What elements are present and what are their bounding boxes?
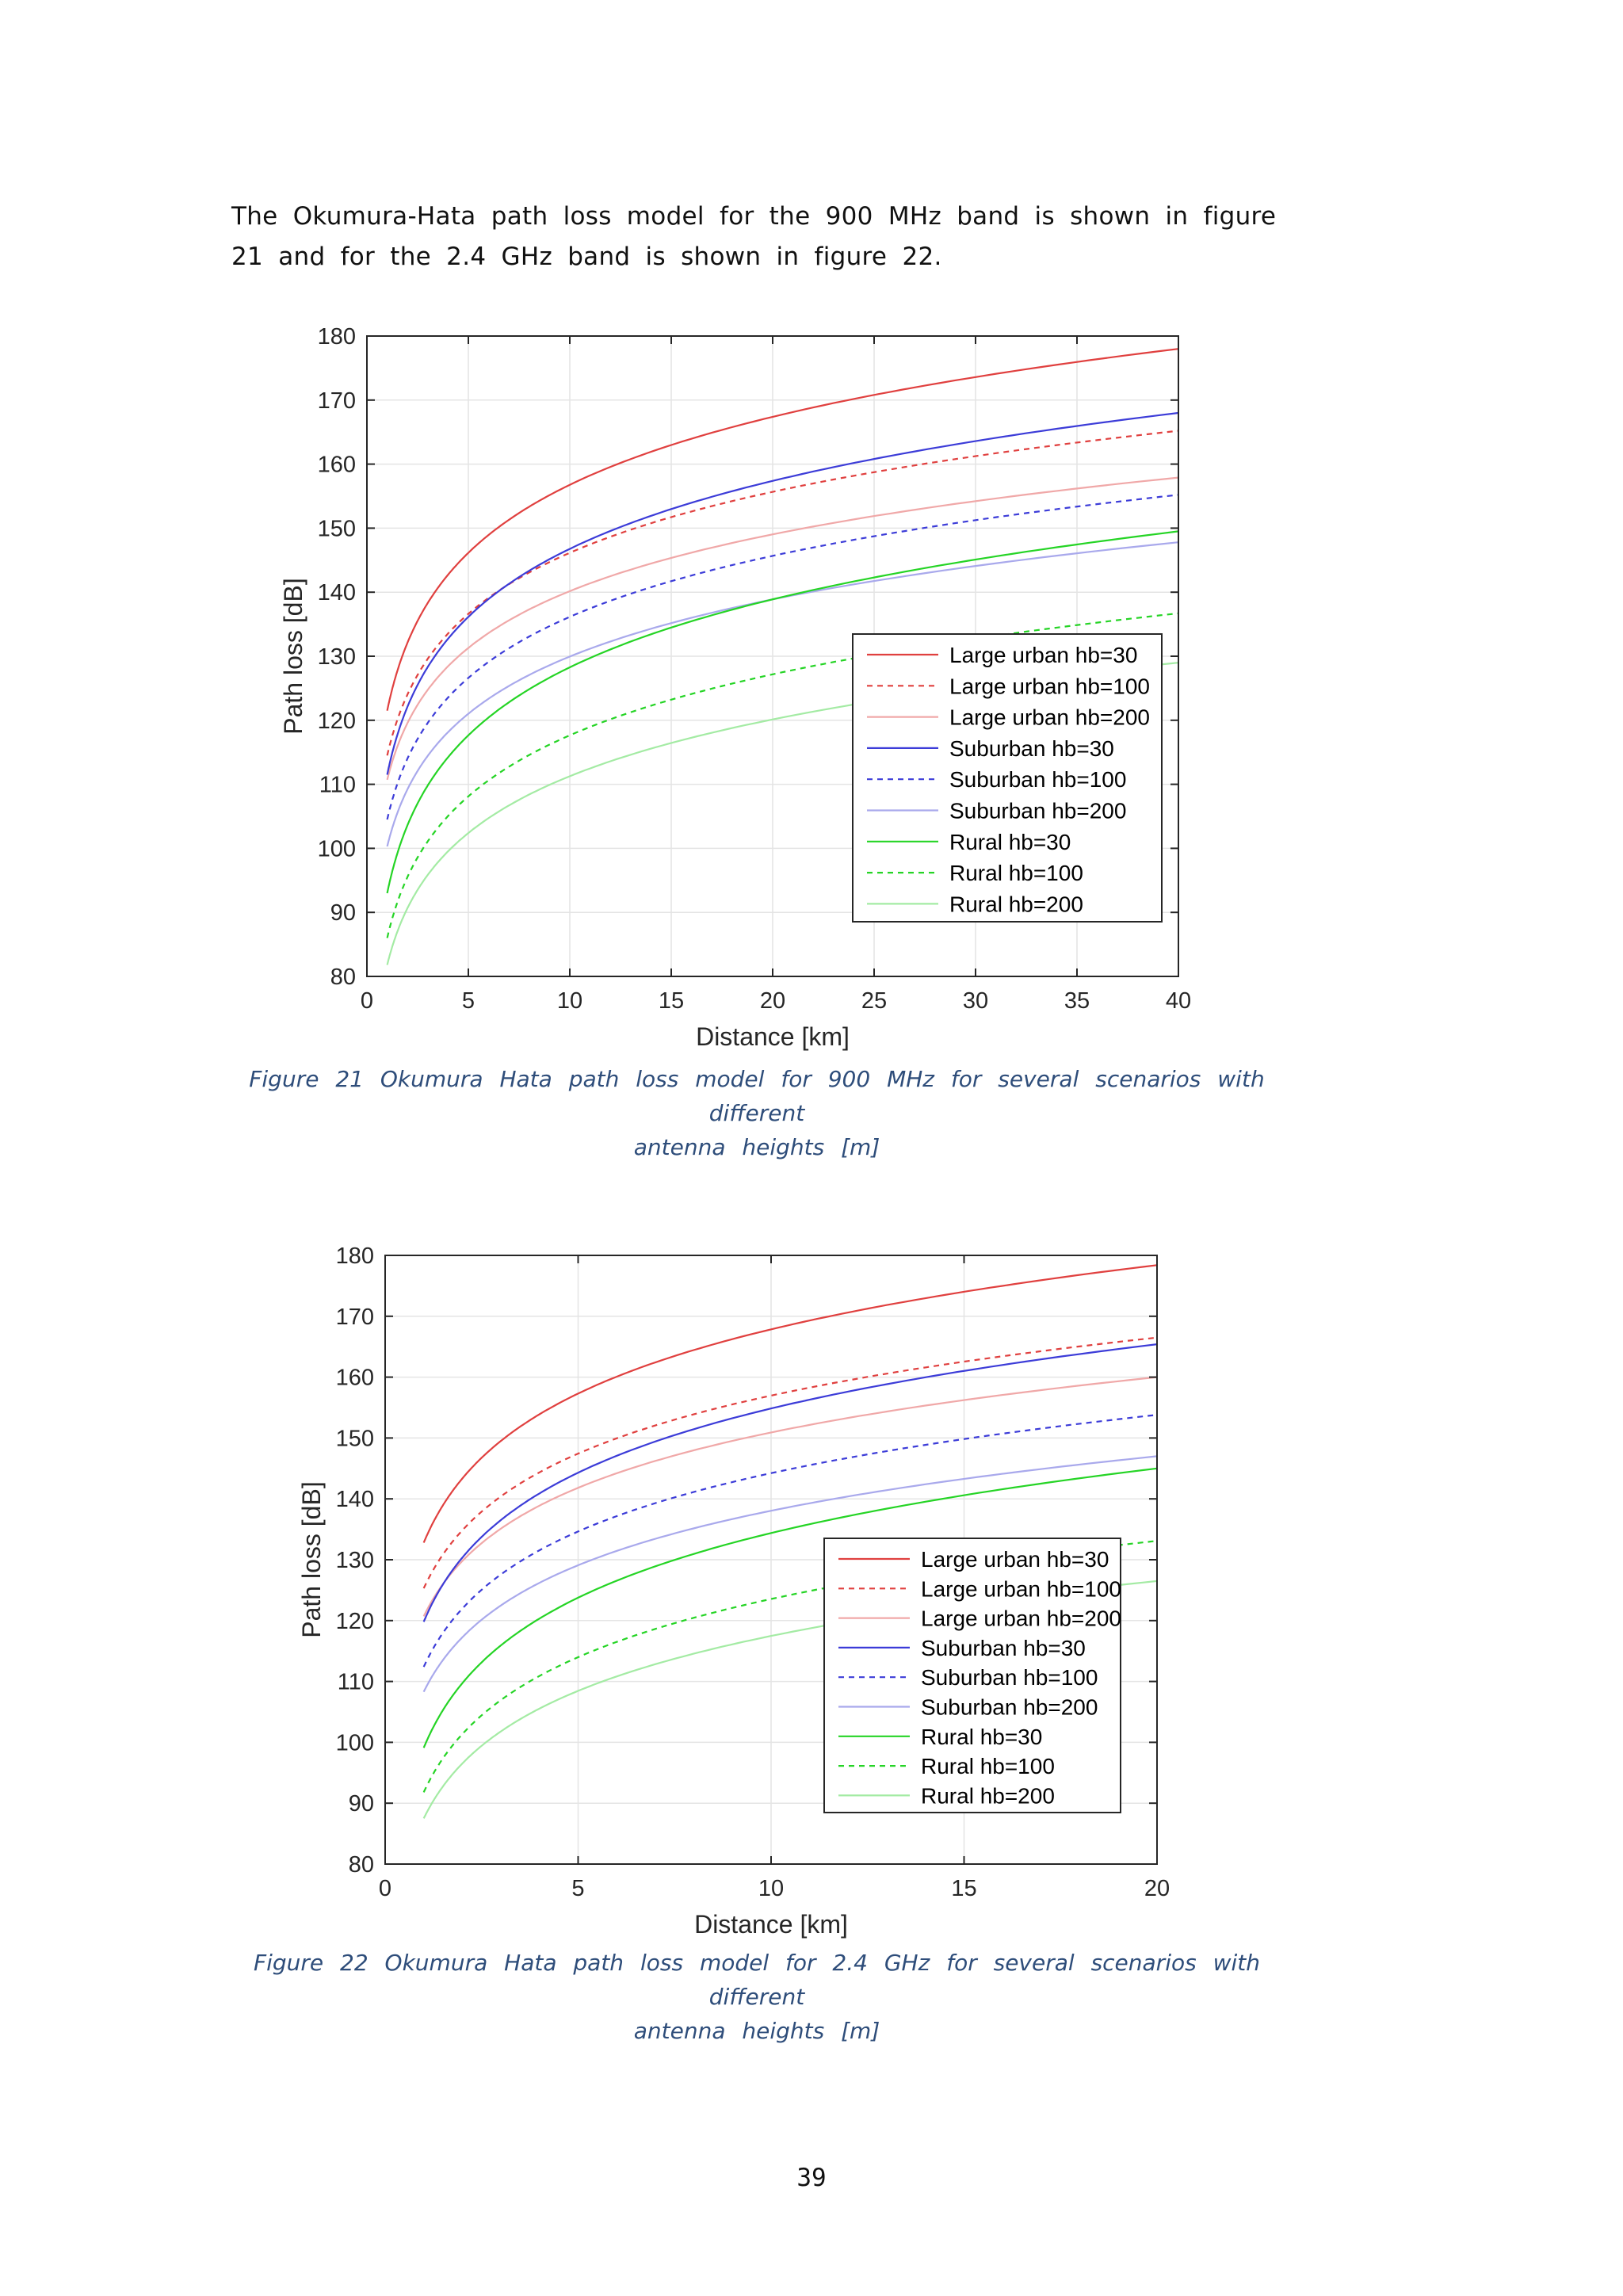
x-tick-label: 5 — [571, 1876, 584, 1901]
y-tick-label: 180 — [318, 324, 356, 350]
y-tick-label: 80 — [349, 1852, 374, 1878]
legend-label: Suburban hb=30 — [921, 1636, 1086, 1660]
y-tick-label: 100 — [336, 1730, 374, 1755]
legend-label: Suburban hb=30 — [949, 736, 1114, 761]
series-line — [422, 1343, 1158, 1622]
y-tick-label: 170 — [336, 1305, 374, 1330]
series-line — [422, 1414, 1158, 1668]
series-line — [386, 348, 1179, 711]
x-tick-label: 15 — [951, 1876, 976, 1901]
legend-label: Suburban hb=200 — [949, 799, 1126, 823]
x-tick-label: 25 — [861, 988, 887, 1014]
y-tick-label: 90 — [330, 900, 356, 926]
legend-label: Large urban hb=100 — [921, 1576, 1121, 1601]
legend-label: Rural hb=100 — [949, 861, 1083, 885]
y-tick-label: 150 — [318, 516, 356, 541]
y-axis-label: Path loss [dB] — [279, 578, 307, 734]
y-tick-label: 90 — [349, 1791, 374, 1817]
y-tick-label: 110 — [338, 1670, 374, 1695]
legend-label: Suburban hb=100 — [921, 1665, 1098, 1690]
series-line — [386, 530, 1179, 894]
x-tick-label: 20 — [760, 988, 785, 1014]
y-tick-label: 120 — [336, 1609, 374, 1634]
legend-label: Rural hb=30 — [949, 830, 1071, 854]
body-paragraph: The Okumura-Hata path loss model for the… — [231, 202, 1277, 271]
figure-22-caption-line1: Figure 22 Okumura Hata path loss model f… — [253, 1950, 1260, 2010]
figure-21-chart: 0 5 10 15 20 25 30 35 40 80 90 100 110 120 130 140 150 16… — [279, 324, 1191, 1051]
page-number: 39 — [796, 2164, 827, 2192]
y-tick-label: 130 — [336, 1548, 374, 1573]
y-tick-label: 150 — [336, 1426, 374, 1451]
y-tick-label: 130 — [318, 644, 356, 670]
y-tick-label: 80 — [330, 965, 356, 990]
y-tick-label: 140 — [318, 580, 356, 606]
series-line — [386, 612, 1179, 938]
legend-label: Suburban hb=100 — [949, 767, 1126, 792]
figure-21-caption-line1: Figure 21 Okumura Hata path loss model f… — [249, 1066, 1265, 1126]
legend-label: Large urban hb=30 — [949, 643, 1137, 667]
x-tick-label: 15 — [659, 988, 684, 1014]
legend-box — [852, 633, 1163, 923]
series-line — [422, 1264, 1158, 1543]
x-tick-label: 0 — [361, 988, 373, 1014]
y-tick-label: 100 — [318, 836, 356, 861]
y-tick-label: 140 — [336, 1487, 374, 1512]
x-tick-label: 30 — [963, 988, 988, 1014]
legend-label: Large urban hb=200 — [949, 705, 1150, 730]
series-line — [386, 541, 1179, 847]
y-axis-label: Path loss [dB] — [297, 1481, 326, 1637]
y-tick-label: 180 — [336, 1244, 374, 1269]
y-tick-label: 120 — [318, 709, 356, 734]
figure-21-caption: Figure 21 Okumura Hata path loss model f… — [246, 1062, 1268, 1164]
legend-label: Large urban hb=100 — [949, 674, 1150, 698]
y-tick-label: 160 — [336, 1366, 374, 1391]
x-axis-label: Distance [km] — [694, 1910, 848, 1939]
series-line — [386, 494, 1179, 820]
legend-label: Rural hb=200 — [921, 1783, 1055, 1808]
series-line — [386, 476, 1179, 781]
legend-label: Rural hb=100 — [921, 1754, 1055, 1778]
y-tick-label: 110 — [319, 773, 356, 798]
x-tick-label: 10 — [758, 1876, 784, 1901]
figure-22-caption-line2: antenna heights [m] — [633, 2018, 880, 2044]
x-tick-label: 0 — [379, 1876, 391, 1901]
series-line — [422, 1467, 1158, 1748]
legend-label: Rural hb=200 — [949, 892, 1083, 916]
figure-21-caption-line2: antenna heights [m] — [633, 1134, 880, 1160]
series-line — [386, 662, 1179, 965]
y-tick-label: 160 — [318, 453, 356, 478]
legend-label: Rural hb=30 — [921, 1725, 1042, 1749]
legend-label: Large urban hb=30 — [921, 1547, 1109, 1572]
x-tick-label: 20 — [1144, 1876, 1170, 1901]
legend-label: Large urban hb=200 — [921, 1606, 1121, 1631]
x-tick-label: 5 — [462, 988, 475, 1014]
legend-box — [823, 1538, 1121, 1813]
x-axis-label: Distance [km] — [696, 1022, 850, 1051]
legend-label: Suburban hb=200 — [921, 1695, 1098, 1720]
figure-22-caption: Figure 22 Okumura Hata path loss model f… — [246, 1946, 1268, 2048]
y-tick-label: 170 — [318, 388, 356, 414]
series-line — [422, 1455, 1158, 1693]
figure-22-chart: 0 5 10 15 20 80 90 100 110 120 130 140 150 160 170 180 D… — [297, 1244, 1170, 1939]
x-tick-label: 10 — [557, 988, 582, 1014]
series-line — [422, 1336, 1158, 1589]
x-tick-label: 40 — [1166, 988, 1191, 1014]
x-tick-label: 35 — [1064, 988, 1090, 1014]
series-line — [386, 411, 1179, 775]
